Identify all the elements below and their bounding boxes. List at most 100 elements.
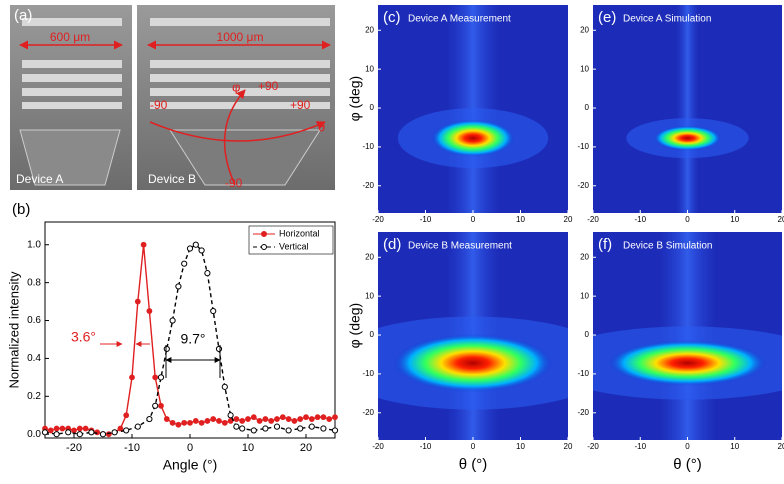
- x-tick-label: -20: [372, 215, 384, 224]
- panel-label: (e): [598, 9, 616, 26]
- data-point: [164, 346, 169, 351]
- panel-title: Device A Simulation: [623, 14, 711, 25]
- data-point: [176, 284, 181, 289]
- data-point: [72, 428, 77, 433]
- y-tick-label: -20: [362, 408, 374, 417]
- x-tick-label: -10: [420, 442, 432, 451]
- y-tick-label: -10: [362, 142, 374, 151]
- data-point: [147, 309, 152, 314]
- data-point: [60, 426, 65, 431]
- heatmap: [378, 5, 568, 213]
- device-label: Device A: [16, 172, 63, 186]
- figure: (a) 600 μm 1000 μm φ +90 -90 +90 θ -90 D…: [0, 0, 784, 479]
- data-point: [112, 430, 117, 435]
- x-tick-label: 10: [242, 442, 254, 454]
- data-point: [217, 419, 222, 424]
- x-axis-label: Angle (°): [163, 457, 218, 473]
- data-point: [170, 318, 175, 323]
- data-point: [234, 424, 239, 429]
- data-point: [222, 420, 227, 425]
- y-tick-label: 0.2: [27, 391, 41, 402]
- y-tick-label: -20: [362, 181, 374, 190]
- data-point: [193, 419, 198, 424]
- angle-label: +90: [258, 79, 279, 93]
- data-point: [199, 248, 204, 253]
- data-point: [315, 415, 320, 420]
- data-point: [124, 413, 129, 418]
- data-point: [309, 424, 314, 429]
- data-point: [269, 419, 274, 424]
- data-point: [42, 430, 47, 435]
- y-tick-label: -10: [577, 142, 589, 151]
- y-axis-label: φ (deg): [347, 303, 363, 349]
- data-point: [274, 424, 279, 429]
- data-point: [66, 430, 71, 435]
- y-tick-label: -20: [577, 181, 589, 190]
- y-tick-label: 10: [365, 64, 374, 73]
- hot-spot: [608, 340, 767, 386]
- scale-label: 600 μm: [50, 30, 90, 44]
- y-tick-label: -10: [577, 369, 589, 378]
- angle-label: -90: [225, 176, 243, 190]
- data-point: [286, 428, 291, 433]
- x-tick-label: -10: [420, 215, 432, 224]
- device-label: Device B: [148, 172, 196, 186]
- data-point: [193, 242, 198, 247]
- data-point: [130, 375, 135, 380]
- panel-title: Device B Simulation: [623, 241, 712, 252]
- panel-label: (d): [383, 236, 401, 253]
- hot-spot: [431, 119, 515, 156]
- y-tick-label: 10: [580, 291, 589, 300]
- data-point: [275, 417, 280, 422]
- data-point: [170, 420, 175, 425]
- y-tick-label: 1.0: [27, 239, 41, 250]
- y-tick-label: 0.4: [27, 353, 41, 364]
- y-tick-label: 20: [580, 252, 589, 261]
- annotation: 9.7°: [180, 331, 205, 347]
- panel-title: Device B Measurement: [408, 241, 512, 252]
- y-tick-label: 0: [370, 103, 375, 112]
- data-point: [246, 417, 251, 422]
- data-point: [327, 417, 332, 422]
- y-tick-label: 20: [365, 25, 374, 34]
- data-point: [164, 417, 169, 422]
- beam: [676, 5, 699, 213]
- annotation: 3.6°: [71, 329, 96, 345]
- data-point: [280, 415, 285, 420]
- panel-label: (c): [383, 9, 401, 26]
- x-tick-label: 0: [471, 442, 476, 451]
- legend-marker: [262, 232, 267, 237]
- data-point: [298, 417, 303, 422]
- data-point: [321, 426, 326, 431]
- panel-title: Device A Measurement: [408, 14, 511, 25]
- y-tick-label: 0.8: [27, 277, 41, 288]
- data-point: [118, 426, 123, 431]
- x-tick-label: -10: [124, 442, 140, 454]
- data-point: [188, 420, 193, 425]
- panel-label: (b): [12, 201, 30, 218]
- data-point: [77, 432, 82, 437]
- x-tick-label: -10: [634, 442, 646, 451]
- angle-label: -90: [150, 98, 168, 112]
- panel-label: (a): [14, 7, 32, 24]
- y-axis-label: Normalized intensity: [6, 271, 21, 389]
- heatmap: [593, 5, 782, 213]
- y-tick-label: 20: [580, 25, 589, 34]
- y-tick-label: 10: [580, 64, 589, 73]
- data-point: [199, 420, 204, 425]
- scale-label: 1000 μm: [217, 30, 264, 44]
- x-axis-label: θ (°): [459, 456, 488, 473]
- data-point: [158, 375, 163, 380]
- x-tick-label: -20: [587, 215, 599, 224]
- x-tick-label: 20: [564, 215, 573, 224]
- x-tick-label: 20: [778, 215, 784, 224]
- x-tick-label: 10: [730, 215, 739, 224]
- data-point: [263, 426, 268, 431]
- data-point: [147, 416, 152, 421]
- x-tick-label: -20: [587, 442, 599, 451]
- legend-label: Horizontal: [279, 228, 320, 238]
- data-point: [100, 432, 105, 437]
- x-tick-label: 0: [471, 215, 476, 224]
- data-point: [48, 428, 53, 433]
- data-point: [304, 415, 309, 420]
